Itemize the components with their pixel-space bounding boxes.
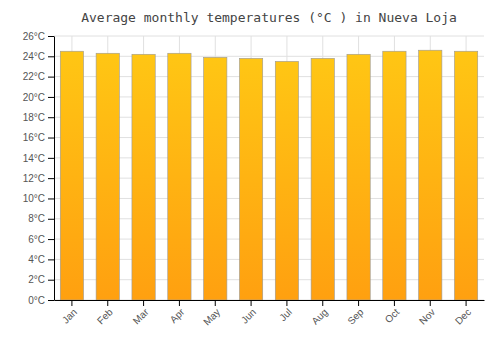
tick-label: 14°C — [23, 153, 45, 164]
bar — [96, 53, 119, 300]
y-tick: 6°C — [28, 234, 54, 245]
x-tick: Sep — [345, 300, 366, 327]
tick-mark — [358, 300, 359, 306]
tick-mark — [48, 158, 54, 159]
tick-mark — [430, 300, 431, 306]
y-tick: 20°C — [23, 92, 54, 103]
tick-label: Nov — [417, 306, 437, 326]
bar — [347, 54, 370, 300]
x-tick: Jun — [239, 300, 258, 326]
tick-mark — [48, 239, 54, 240]
tick-label: 22°C — [23, 71, 45, 82]
tick-mark — [48, 97, 54, 98]
bar — [419, 50, 442, 300]
tick-mark — [48, 198, 54, 199]
y-tick: 8°C — [28, 213, 54, 224]
bar — [204, 57, 227, 300]
tick-label: Apr — [168, 306, 187, 325]
tick-label: 20°C — [23, 92, 45, 103]
tick-mark — [251, 300, 252, 306]
x-axis: Jan Feb Mar Apr May Jun Jul Aug Sep Oct Nov Dec — [55, 300, 485, 328]
grid-line-y — [54, 36, 484, 37]
bar — [239, 58, 262, 300]
tick-mark — [143, 300, 144, 306]
tick-label: 16°C — [23, 132, 45, 143]
tick-mark — [466, 300, 467, 306]
tick-label: 0°C — [28, 295, 45, 306]
y-tick: 14°C — [23, 153, 54, 164]
tick-label: 4°C — [28, 254, 45, 265]
tick-label: Feb — [95, 306, 115, 326]
x-tick: Apr — [168, 300, 187, 325]
grid — [54, 36, 484, 300]
tick-mark — [215, 300, 216, 306]
y-tick: 2°C — [28, 274, 54, 285]
axis-line — [54, 37, 55, 301]
tick-label: 26°C — [23, 31, 45, 42]
axis-line — [55, 300, 485, 301]
y-tick: 0°C — [28, 295, 54, 306]
tick-label: Sep — [345, 306, 366, 327]
tick-mark — [394, 300, 395, 306]
tick-mark — [107, 300, 108, 306]
bar — [60, 51, 83, 300]
y-tick: 12°C — [23, 173, 54, 184]
tick-label: Oct — [383, 306, 402, 325]
tick-label: Jun — [239, 306, 258, 325]
tick-label: Mar — [131, 306, 151, 326]
tick-label: Dec — [453, 306, 473, 326]
bars — [60, 50, 477, 300]
chart: 0°C 2°C 4°C 6°C 8°C 10°C 12°C 14°C 16°C 18°C 20°C 2… — [0, 0, 500, 350]
tick-label: 24°C — [23, 51, 45, 62]
bar — [275, 61, 298, 300]
tick-mark — [48, 300, 54, 301]
x-tick: Jul — [277, 300, 294, 323]
tick-mark — [71, 300, 72, 306]
tick-mark — [48, 178, 54, 179]
tick-mark — [48, 77, 54, 78]
x-tick: Aug — [309, 300, 329, 327]
y-tick: 18°C — [23, 112, 54, 123]
x-tick: Oct — [383, 300, 402, 325]
tick-label: Jul — [277, 306, 294, 323]
bar — [168, 53, 191, 300]
tick-label: 2°C — [28, 274, 45, 285]
tick-mark — [48, 56, 54, 57]
tick-label: 8°C — [28, 213, 45, 224]
y-tick: 22°C — [23, 71, 54, 82]
tick-mark — [48, 117, 54, 118]
x-tick: May — [201, 300, 222, 328]
y-tick: 4°C — [28, 254, 54, 265]
y-tick: 24°C — [23, 51, 54, 62]
tick-mark — [48, 280, 54, 281]
tick-label: Aug — [309, 306, 329, 326]
tick-mark — [322, 300, 323, 306]
x-tick: Feb — [95, 300, 115, 326]
tick-label: May — [201, 306, 222, 327]
title: Average monthly temperatures (°C ) in Nu… — [81, 10, 457, 25]
tick-label: Jan — [60, 306, 79, 325]
y-tick: 26°C — [23, 31, 54, 42]
bar — [454, 51, 477, 300]
tick-mark — [48, 259, 54, 260]
y-tick: 16°C — [23, 132, 54, 143]
tick-label: 10°C — [23, 193, 45, 204]
y-tick: 10°C — [23, 193, 54, 204]
tick-mark — [48, 219, 54, 220]
tick-label: 12°C — [23, 173, 45, 184]
tick-label: 6°C — [28, 234, 45, 245]
tick-mark — [48, 138, 54, 139]
x-tick: Nov — [417, 300, 437, 327]
x-tick: Mar — [131, 300, 151, 326]
tick-mark — [48, 36, 54, 37]
y-axis: 0°C 2°C 4°C 6°C 8°C 10°C 12°C 14°C 16°C 18°C 20°C 2… — [23, 31, 55, 306]
bar — [383, 51, 406, 300]
tick-mark — [286, 300, 287, 306]
tick-mark — [179, 300, 180, 306]
tick-label: 18°C — [23, 112, 45, 123]
x-tick: Dec — [453, 300, 473, 327]
bar — [311, 58, 334, 300]
bar — [132, 54, 155, 300]
x-tick: Jan — [60, 300, 79, 326]
